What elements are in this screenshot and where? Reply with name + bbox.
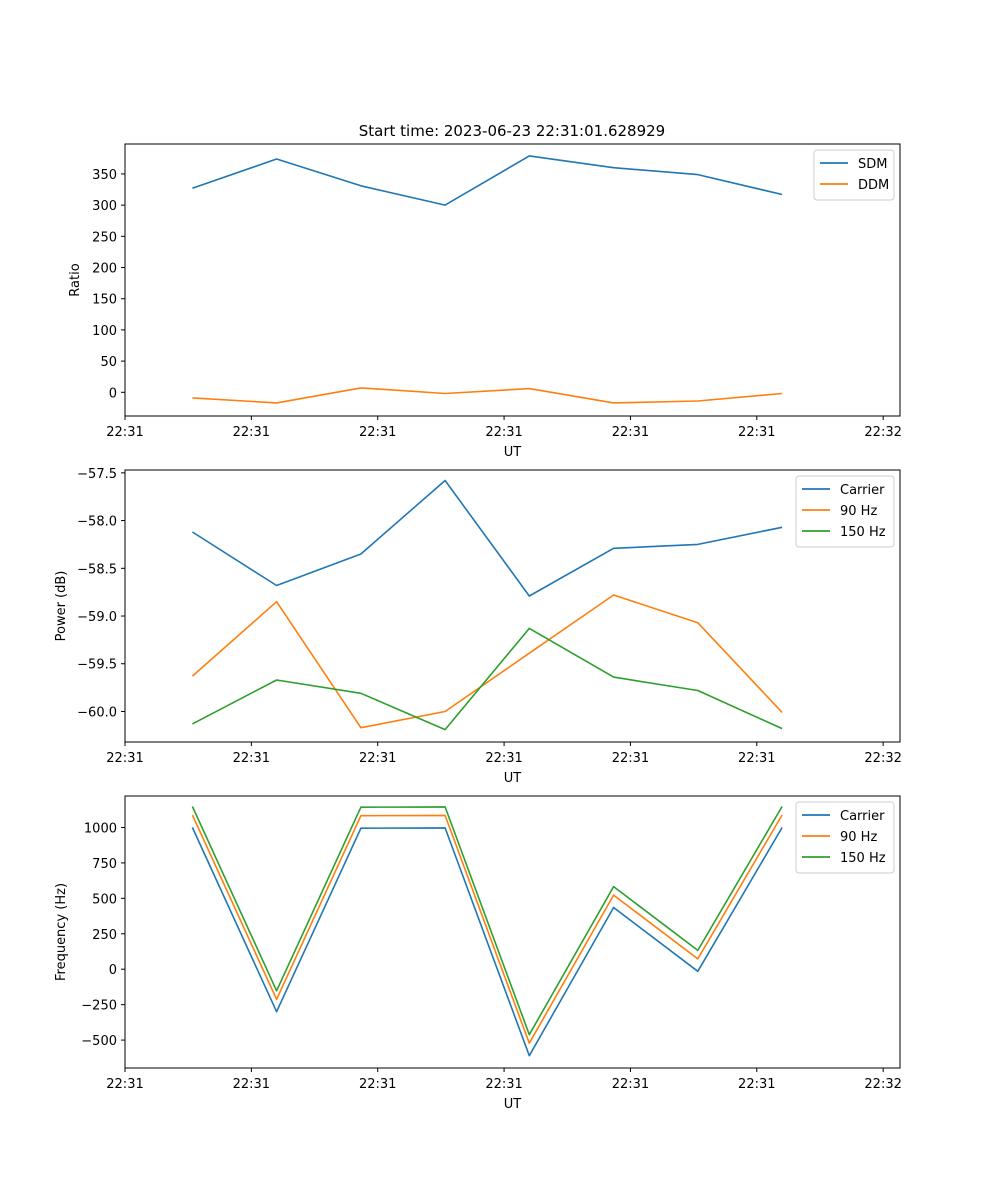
x-tick-label: 22:31 bbox=[738, 1077, 775, 1092]
y-tick-label: 250 bbox=[92, 928, 117, 943]
y-tick-label: −57.5 bbox=[77, 467, 117, 482]
x-tick-label: 22:31 bbox=[359, 425, 396, 440]
x-tick-label: 22:32 bbox=[864, 425, 901, 440]
y-tick-label: −500 bbox=[81, 1034, 117, 1049]
y-tick-label: −60.0 bbox=[77, 705, 117, 720]
axes-frame bbox=[124, 143, 901, 417]
figure-title: Start time: 2023-06-23 22:31:01.628929 bbox=[359, 122, 665, 140]
axes-frame bbox=[124, 795, 901, 1069]
y-tick-label: 1000 bbox=[84, 821, 117, 836]
series-line-150-hz bbox=[191, 806, 783, 1036]
x-axis-label: UT bbox=[504, 771, 522, 786]
panel-power: 22:31 22:31 22:31 22:31 22:31 22:31 22:32 −60.0… bbox=[54, 467, 902, 786]
y-tick-label: −58.5 bbox=[77, 562, 117, 577]
y-tick-label: 350 bbox=[92, 168, 117, 183]
series-line-sdm bbox=[192, 155, 783, 206]
legend-entry: 90 Hz bbox=[840, 504, 877, 519]
legend-box bbox=[795, 801, 895, 874]
y-tick-label: 300 bbox=[92, 199, 117, 214]
y-tick-label: 0 bbox=[109, 963, 117, 978]
series-line-carrier bbox=[191, 479, 783, 597]
legend-entry: Carrier bbox=[840, 483, 885, 498]
y-tick-label: −59.5 bbox=[77, 658, 117, 673]
y-tick-label: 150 bbox=[92, 293, 117, 308]
x-tick-label: 22:31 bbox=[233, 425, 270, 440]
y-tick-label: 200 bbox=[92, 262, 117, 277]
x-tick-label: 22:31 bbox=[359, 751, 396, 766]
legend-entry: Carrier bbox=[840, 809, 885, 824]
y-axis-label: Frequency (Hz) bbox=[54, 883, 69, 981]
series-line-ddm bbox=[192, 387, 783, 404]
series-line-150-hz bbox=[192, 627, 783, 731]
legend-entry: DDM bbox=[858, 178, 889, 193]
legend-entry: 150 Hz bbox=[840, 525, 886, 540]
x-tick-label: 22:31 bbox=[485, 1077, 522, 1092]
x-tick-label: 22:32 bbox=[864, 751, 901, 766]
legend-entry: 90 Hz bbox=[840, 830, 877, 845]
x-axis-label: UT bbox=[504, 445, 522, 460]
x-tick-label: 22:31 bbox=[359, 1077, 396, 1092]
x-tick-label: 22:31 bbox=[106, 1077, 143, 1092]
y-tick-label: −250 bbox=[81, 999, 117, 1014]
x-tick-label: 22:31 bbox=[485, 751, 522, 766]
x-tick-label: 22:31 bbox=[233, 1077, 270, 1092]
y-tick-label: 50 bbox=[100, 355, 117, 370]
series-line-90-hz bbox=[191, 594, 783, 729]
x-tick-label: 22:31 bbox=[106, 425, 143, 440]
y-axis-label: Power (dB) bbox=[54, 571, 69, 642]
x-tick-label: 22:31 bbox=[612, 751, 649, 766]
panel-frequency: 22:31 22:31 22:31 22:31 22:31 22:31 22:32 −500 −… bbox=[54, 795, 902, 1112]
x-tick-label: 22:31 bbox=[738, 751, 775, 766]
axes-frame bbox=[124, 469, 901, 743]
x-tick-label: 22:31 bbox=[106, 751, 143, 766]
series-line-carrier bbox=[191, 827, 783, 1057]
series-line-90-hz bbox=[191, 814, 783, 1044]
y-tick-label: 100 bbox=[92, 324, 117, 339]
panel-ratio: 22:31 22:31 22:31 22:31 22:31 22:31 22:32 0 50 10… bbox=[68, 143, 902, 460]
x-tick-label: 22:31 bbox=[612, 1077, 649, 1092]
y-tick-label: 750 bbox=[92, 857, 117, 872]
legend-entry: 150 Hz bbox=[840, 851, 886, 866]
legend-entry: SDM bbox=[858, 157, 887, 172]
x-axis-label: UT bbox=[504, 1097, 522, 1112]
x-tick-label: 22:31 bbox=[738, 425, 775, 440]
y-tick-label: 250 bbox=[92, 230, 117, 245]
x-tick-label: 22:31 bbox=[233, 751, 270, 766]
legend-box bbox=[795, 475, 895, 548]
y-tick-label: 500 bbox=[92, 892, 117, 907]
y-axis-label: Ratio bbox=[68, 263, 83, 296]
y-tick-label: −58.0 bbox=[77, 515, 117, 530]
y-tick-label: 0 bbox=[109, 386, 117, 401]
x-tick-label: 22:31 bbox=[485, 425, 522, 440]
y-tick-label: −59.0 bbox=[77, 610, 117, 625]
x-tick-label: 22:32 bbox=[864, 1077, 901, 1092]
x-tick-label: 22:31 bbox=[612, 425, 649, 440]
